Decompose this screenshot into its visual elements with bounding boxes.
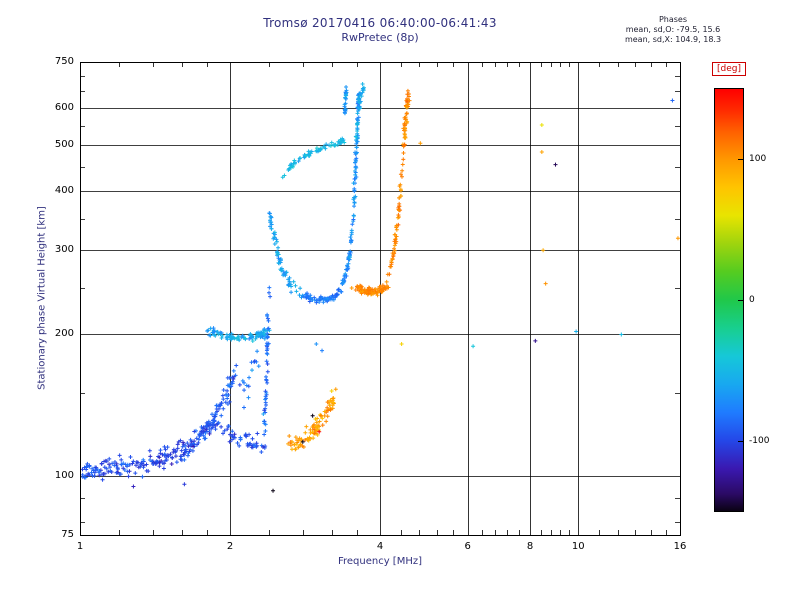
colorbar-tick-label: 0 [749, 295, 755, 305]
y-tick-label: 400 [54, 185, 74, 197]
colorbar-tick-mark [738, 300, 743, 301]
y-tick-label: 500 [54, 139, 74, 151]
y-tick-label: 300 [54, 244, 74, 256]
phase-stats-o-mode: mean, sd,O: -79.5, 15.6 [625, 25, 721, 34]
x-tick-label: 4 [376, 541, 384, 552]
y-tick-label: 200 [54, 327, 74, 339]
colorbar-tick-label: -100 [749, 436, 770, 447]
colorbar-unit-label: [deg] [712, 62, 746, 76]
chart-subtitle: RwPretec (8p) [341, 31, 419, 44]
x-tick-label: 16 [673, 541, 687, 552]
colorbar-tick-label: 100 [749, 153, 767, 164]
phase-stats-x-mode: mean, sd,X: 104.9, 18.3 [624, 35, 722, 44]
colorbar-tick-mark [738, 158, 743, 160]
phase-stats-header: Phases [658, 15, 688, 24]
y-tick-label: 100 [54, 469, 74, 481]
x-tick-label: 1 [76, 541, 84, 552]
y-tick-label: 600 [54, 101, 74, 113]
y-axis-label: Stationary phase Virtual Height [km] [36, 206, 48, 390]
x-tick-label: 2 [226, 541, 234, 552]
x-tick-label: 8 [526, 541, 534, 552]
chart-title: Tromsø 20170416 06:40:00-06:41:43 [263, 16, 497, 30]
colorbar-tick-mark [738, 441, 743, 443]
x-axis-label: Frequency [MHz] [337, 556, 423, 567]
x-tick-label: 10 [571, 541, 585, 552]
y-tick-label: 750 [54, 56, 74, 67]
x-tick-label: 6 [464, 541, 471, 552]
y-tick-label: 75 [61, 529, 74, 540]
phase-stats: Phases mean, sd,O: -79.5, 15.6 mean, sd,… [588, 15, 758, 45]
